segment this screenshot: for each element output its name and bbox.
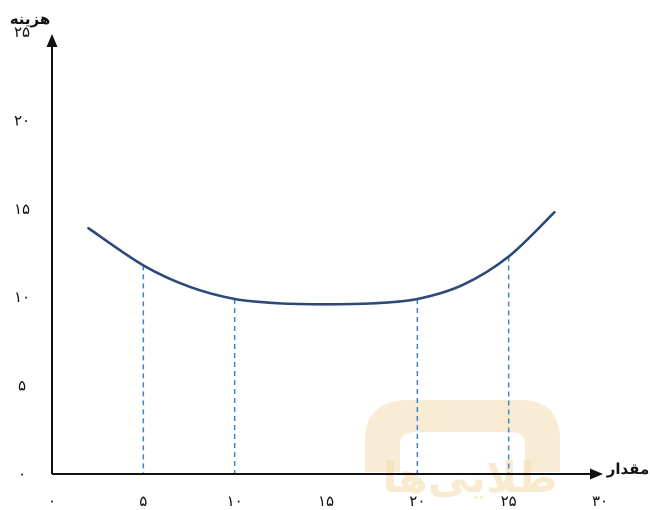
x-tick-labels: ۰ ۵ ۱۰ ۱۵ ۲۰ ۲۵ ۳۰	[48, 492, 608, 510]
watermark-arc	[365, 400, 560, 472]
y-axis-arrow-icon	[46, 34, 58, 47]
y-tick-label: ۰	[18, 465, 26, 483]
series-line	[87, 211, 556, 306]
y-tick-labels: ۰ ۵ ۱۰ ۱۵ ۲۰ ۲۵	[14, 23, 30, 483]
watermark-text: طلایی‌ها	[383, 453, 558, 502]
y-tick-label: ۲۰	[14, 111, 30, 129]
x-tick-label: ۳۰	[592, 492, 608, 510]
x-tick-label: ۲۵	[501, 492, 517, 510]
x-tick-label: ۱۰	[227, 492, 243, 510]
x-axis-title: مقدار	[606, 460, 650, 478]
x-tick-label: ۲۰	[409, 492, 425, 510]
y-axis-title: هزینه	[10, 10, 51, 28]
x-tick-label: ۰	[48, 492, 56, 510]
y-tick-label: ۲۵	[14, 23, 30, 41]
y-tick-label: ۱۰	[14, 288, 30, 306]
y-tick-label: ۵	[18, 377, 26, 395]
axes	[46, 34, 603, 480]
x-tick-label: ۵	[139, 492, 147, 510]
x-axis-arrow-icon	[590, 468, 603, 480]
watermark-logo: طلایی‌ها	[365, 400, 560, 502]
reference-lines	[142, 256, 510, 474]
y-tick-label: ۱۵	[14, 200, 30, 218]
x-tick-label: ۱۵	[318, 492, 334, 510]
